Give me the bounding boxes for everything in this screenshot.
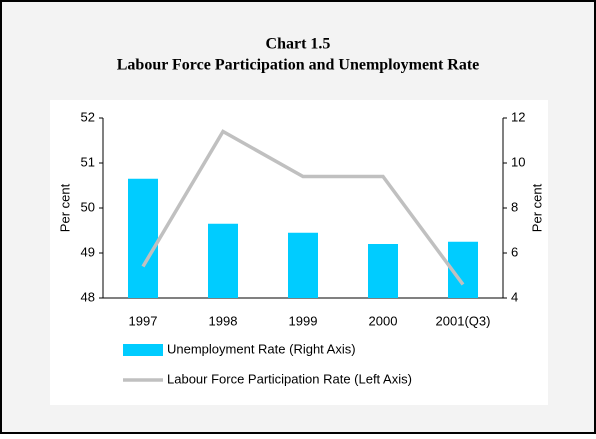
chart-title: Chart 1.5	[266, 36, 331, 53]
y2-tick-label: 8	[511, 199, 518, 214]
x-tick-label: 2001(Q3)	[436, 313, 491, 328]
y-axis-label: Per cent	[57, 183, 72, 232]
y-tick-label: 51	[81, 154, 95, 169]
line	[141, 129, 465, 286]
y2-tick-label: 10	[511, 154, 525, 169]
y2-tick-label: 6	[511, 244, 518, 259]
y-tick-label: 50	[81, 199, 95, 214]
bar	[208, 223, 238, 298]
bar	[368, 244, 398, 298]
x-tick-label: 2000	[369, 313, 398, 328]
y-tick-label: 48	[81, 289, 95, 304]
y2-tick-label: 12	[511, 109, 525, 124]
y-tick-label: 52	[81, 109, 95, 124]
legend-label: Labour Force Participation Rate (Left Ax…	[167, 371, 412, 386]
legend-swatch	[123, 344, 163, 356]
legend-label: Unemployment Rate (Right Axis)	[167, 341, 356, 356]
y2-axis-label: Per cent	[529, 183, 544, 232]
bar	[128, 178, 158, 298]
x-tick-label: 1999	[289, 313, 318, 328]
x-tick-label: 1997	[129, 313, 158, 328]
x-tick-label: 1998	[209, 313, 238, 328]
chart-subtitle: Labour Force Participation and Unemploym…	[117, 57, 480, 74]
bar	[288, 232, 318, 298]
y-tick-label: 49	[81, 244, 95, 259]
y2-tick-label: 4	[511, 289, 518, 304]
